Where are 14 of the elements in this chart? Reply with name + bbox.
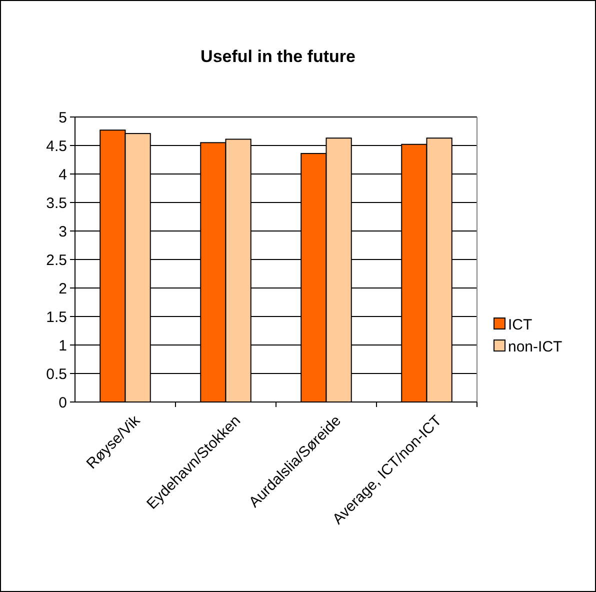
chart-title: Useful in the future	[200, 47, 356, 66]
y-tick-label: 2	[58, 280, 67, 298]
y-tick-label: 5	[58, 109, 67, 126]
y-tick-label: 0	[58, 394, 67, 412]
legend-label: ICT	[508, 316, 532, 334]
y-tick-label: 1.5	[46, 308, 67, 326]
y-tick-label: 3.5	[46, 194, 67, 212]
y-tick-label: 3	[58, 223, 67, 240]
y-tick-label: 4.5	[46, 138, 67, 155]
y-tick-label: 2.5	[46, 252, 67, 269]
y-tick-label: 1	[58, 337, 67, 354]
y-tick-label: 4	[58, 166, 67, 184]
legend-label: non-ICT	[508, 338, 562, 356]
y-tick-label: 0.5	[46, 366, 67, 383]
